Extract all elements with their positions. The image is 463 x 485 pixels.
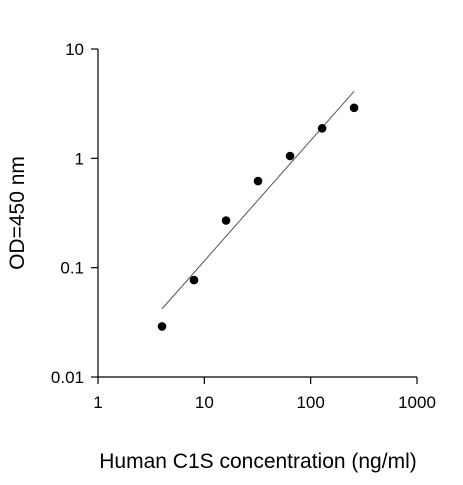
- fit-line-group: [161, 91, 355, 310]
- data-point: [349, 103, 359, 113]
- x-tick-label: 1000: [398, 393, 436, 412]
- data-points: [157, 103, 359, 331]
- y-tick-label: 0.01: [51, 368, 84, 387]
- x-tick-label: 1: [93, 393, 102, 412]
- x-tick-label: 10: [195, 393, 214, 412]
- data-point: [189, 275, 199, 285]
- y-tick-label: 1: [75, 149, 84, 168]
- y-tick-label: 0.1: [60, 259, 84, 278]
- data-point: [253, 176, 263, 186]
- axes: [97, 49, 417, 378]
- data-point: [157, 322, 167, 331]
- y-axis-label: OD=450 nm: [6, 156, 29, 270]
- ticks: 1 10 100 1000 0.01 0.1 1 10: [51, 40, 436, 412]
- x-tick-label: 100: [296, 393, 324, 412]
- y-tick-label: 10: [65, 40, 84, 59]
- data-point: [221, 216, 231, 225]
- data-point: [285, 151, 295, 161]
- x-axis-label: Human C1S concentration (ng/ml): [99, 450, 416, 473]
- data-point: [317, 124, 327, 133]
- fit-line: [161, 91, 355, 310]
